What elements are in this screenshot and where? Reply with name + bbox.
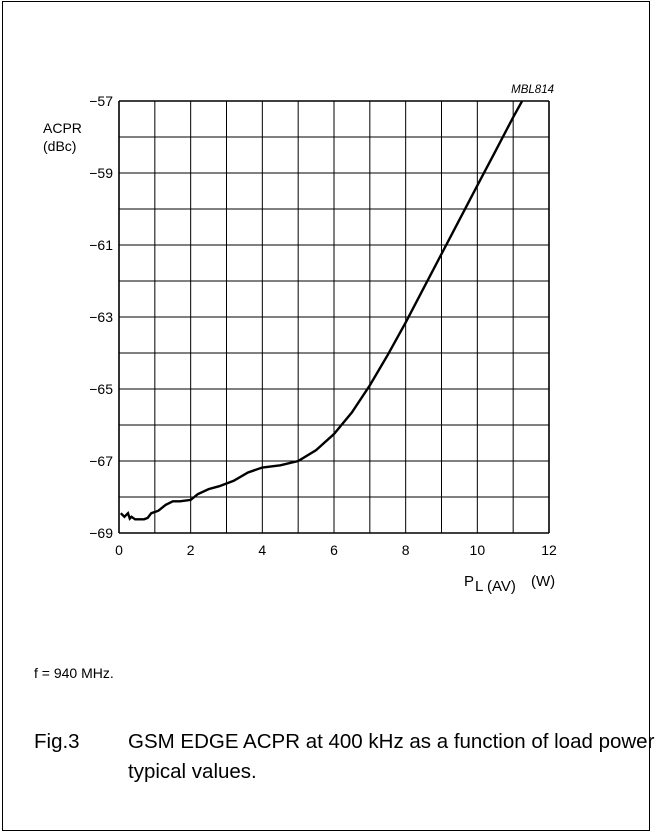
x-axis-label-unit: (W) [531, 573, 555, 590]
figure-code: MBL814 [511, 84, 554, 96]
y-tick-label: −67 [89, 453, 113, 469]
x-tick-label: 10 [470, 542, 486, 558]
x-tick-label: 0 [115, 542, 123, 558]
x-tick-label: 12 [541, 542, 557, 558]
chart-grid [118, 100, 550, 534]
x-tick-label: 8 [402, 542, 410, 558]
x-tick-label: 6 [330, 542, 338, 558]
x-axis-label-subscript: L (AV) [475, 578, 516, 595]
tick-labels: 0 2 4 6 8 10 12 −69 −67 −65 −63 −61 −59 −57 [89, 93, 557, 558]
caption-text: GSM EDGE ACPR at 400 kHz as a function o… [128, 730, 655, 783]
y-axis-label: ACPR [43, 120, 82, 136]
x-tick-label: 2 [187, 542, 195, 558]
frequency-note: f = 940 MHz. [34, 665, 114, 681]
y-tick-label: −63 [89, 309, 113, 325]
figure-label: Fig.3 [34, 730, 80, 753]
y-axis-unit: (dBc) [43, 138, 76, 154]
y-tick-label: −69 [89, 525, 113, 541]
series-line [119, 101, 524, 521]
x-axis-label-main: P [464, 573, 474, 590]
y-tick-label: −59 [89, 165, 113, 181]
chart-svg: 0 2 4 6 8 10 12 −69 −67 −65 −63 −61 −59 −57 MBL814 AC… [43, 84, 557, 595]
y-tick-label: −65 [89, 381, 113, 397]
y-tick-label: −57 [89, 93, 113, 109]
x-tick-label: 4 [258, 542, 266, 558]
y-tick-label: −61 [89, 237, 113, 253]
